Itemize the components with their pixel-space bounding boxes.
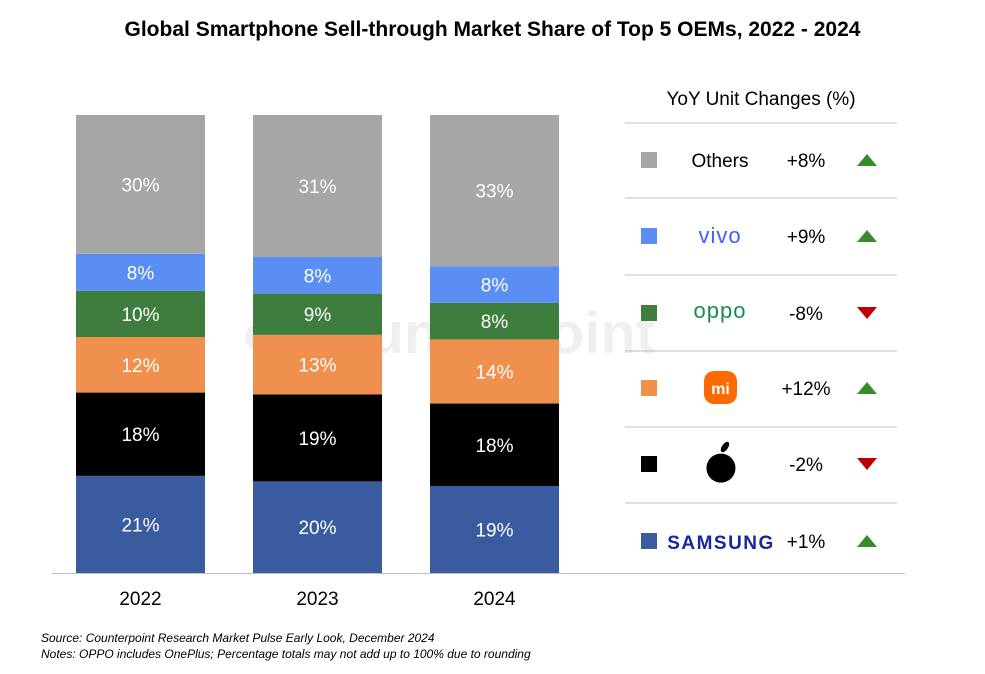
data-label: 20% [298,518,336,539]
data-label: 18% [121,425,159,446]
legend-swatch [641,228,657,244]
data-label: 33% [475,182,513,203]
legend-swatch [641,456,657,472]
data-label: 19% [475,520,513,541]
bar-segment [76,475,205,573]
bar-segment [430,302,559,340]
data-label: 30% [121,175,159,196]
data-label: 8% [481,312,509,333]
trend-up-icon [857,382,877,394]
x-tick-label: 2023 [296,589,338,610]
source-note: Source: Counterpoint Research Market Pul… [41,631,435,645]
legend-swatch [641,152,657,168]
bar-segment [253,394,382,482]
data-label: 8% [304,266,332,287]
bar-segment [76,337,205,393]
oppo-logo: oppo [694,298,747,323]
data-label: 12% [121,356,159,377]
yoy-value: +1% [787,532,826,553]
brand-label: Others [691,151,748,172]
yoy-value: +12% [781,379,830,400]
data-label: 13% [298,356,336,377]
vivo-logo: vivo [698,223,741,248]
x-tick-label: 2024 [473,589,516,610]
yoy-value: -8% [789,304,823,325]
chart-title: Global Smartphone Sell-through Market Sh… [124,18,861,41]
data-label: 10% [121,305,159,326]
legend-title: YoY Unit Changes (%) [666,89,855,110]
xiaomi-logo-icon [704,371,737,404]
legend-swatch [641,305,657,321]
bar-segment [430,339,559,404]
bar-segment [76,253,205,291]
bar-segment [430,403,559,486]
trend-down-icon [857,307,877,319]
data-label: 8% [481,275,509,296]
trend-up-icon [857,230,877,242]
trend-up-icon [857,154,877,166]
data-label: 31% [298,177,336,198]
data-label: 19% [298,429,336,450]
bar-segment [253,293,382,335]
legend-swatch [641,533,657,549]
data-label: 8% [127,263,155,284]
trend-up-icon [857,535,877,547]
samsung-logo: SAMSUNG [667,533,775,554]
yoy-value: -2% [789,455,823,476]
bar-segment [76,115,205,254]
notes: Notes: OPPO includes OnePlus; Percentage… [41,647,531,661]
bar-segment [76,392,205,476]
legend-swatch [641,380,657,396]
data-label: 14% [475,362,513,383]
bar-segment [253,256,382,294]
trend-down-icon [857,458,877,470]
x-tick-label: 2022 [119,589,161,610]
data-label: 21% [121,515,159,536]
data-label: 18% [475,436,513,457]
yoy-value: +9% [787,227,826,248]
bar-segment [253,481,382,573]
bar-segment [430,485,559,573]
xiaomi-logo-mark: mi [711,381,730,398]
bar-segment [253,115,382,257]
data-label: 9% [304,305,332,326]
apple-leaf-icon [720,441,730,453]
bar-segment [253,334,382,395]
bar-segment [430,266,559,303]
yoy-value: +8% [787,151,826,172]
bar-segment [76,290,205,338]
bar-segment [430,115,559,267]
